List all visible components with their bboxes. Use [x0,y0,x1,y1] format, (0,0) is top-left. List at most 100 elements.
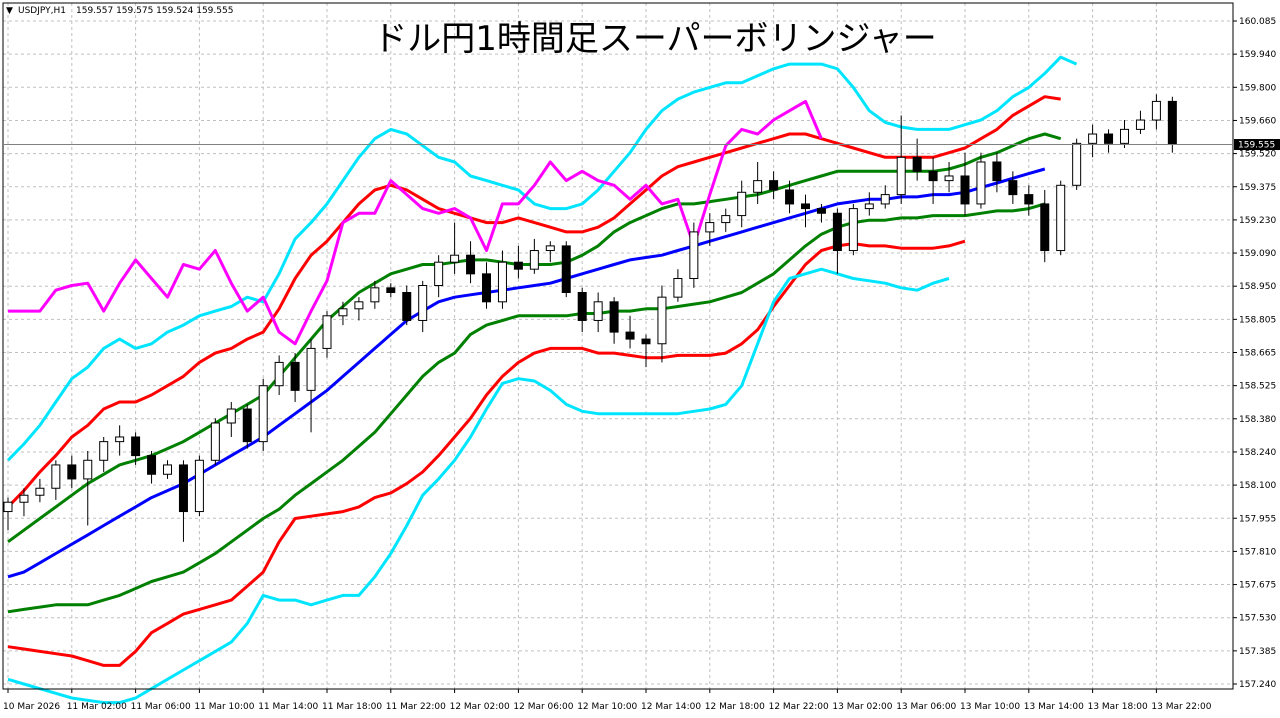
y-tick-label: 159.660 [1239,116,1276,126]
y-tick-label: 157.955 [1239,514,1276,524]
candle-body [896,156,906,196]
series-band2 [6,95,1061,508]
candle-body [593,301,603,321]
candle-body [928,170,938,182]
candle-body [210,422,220,461]
x-tick-label: 11 Mar 02:00 [67,702,127,712]
candle-body [1104,133,1114,144]
series-lagging [8,99,823,346]
candle-body [880,194,890,205]
y-tick-label: 158.665 [1239,349,1276,359]
y-tick-label: 159.090 [1239,249,1276,259]
candle-body [226,408,236,424]
candle-body [864,203,874,210]
y-tick-label: 158.950 [1239,282,1276,292]
y-axis: 160.085 159.940 159.800 159.660 159.520 159.3… [1233,17,1276,690]
y-tick-label: 157.385 [1239,647,1276,657]
series-band1_low [7,202,1046,614]
candle-body [1040,203,1050,252]
x-tick-label: 12 Mar 22:00 [769,702,829,712]
x-tick-label: 11 Mar 18:00 [322,702,382,712]
x-tick-label: 12 Mar 02:00 [450,702,510,712]
x-tick-label: 13 Mar 02:00 [832,702,892,712]
candle-body [370,287,380,303]
x-tick-label: 13 Mar 06:00 [896,702,956,712]
candle-body [466,254,476,275]
header-symbol: USDJPY,H1 [18,6,66,16]
current-price-label: 159.555 [1238,141,1275,151]
candle-body [354,301,364,310]
candle-body [274,361,284,387]
y-tick-label: 159.800 [1239,83,1276,93]
candle-body [131,436,141,457]
candle-body [290,361,300,391]
y-tick-label: 158.525 [1239,382,1276,392]
header-ohlc: 159.557 159.575 159.524 159.555 [76,6,233,16]
header-dropdown-icon[interactable]: ▼ [6,6,13,16]
candle-body [689,231,699,280]
candle-body [322,315,332,349]
candle-body [3,501,13,513]
candle-body [992,161,1002,182]
candle-body [801,203,810,210]
y-tick-label: 157.810 [1239,547,1276,557]
candle-body [147,455,157,475]
candle-body [51,464,61,489]
candle-body [960,175,970,205]
x-axis: 10 Mar 2026 11 Mar 02:00 11 Mar 06:00 11 Ma… [3,689,1212,712]
candle-body [785,189,795,205]
candle-body [816,208,826,214]
series-band3 [6,55,1078,462]
y-tick-label: 158.100 [1239,481,1276,491]
candle-body [482,273,491,303]
candle-body [338,308,348,317]
candle-body [1151,100,1161,121]
candle-body [418,285,428,321]
chart-title: ドル円1時間足スーパーボリンジャー [373,19,937,59]
candle-body [513,261,523,270]
x-tick-label: 12 Mar 10:00 [577,702,637,712]
candle-body [848,208,858,252]
candle-body [306,347,316,391]
x-tick-label: 12 Mar 14:00 [641,702,701,712]
candle-body [115,436,125,443]
y-tick-label: 157.530 [1239,614,1276,624]
candle-body [242,408,252,443]
x-tick-label: 13 Mar 14:00 [1024,702,1084,712]
x-tick-label: 11 Mar 10:00 [194,702,254,712]
x-tick-label: 13 Mar 10:00 [960,702,1020,712]
candle-body [1056,184,1066,252]
y-tick-label: 159.940 [1239,50,1276,60]
candle-body [1088,133,1098,144]
candle-body [1024,194,1034,205]
candle-body [673,278,683,298]
series-band3_low [7,267,950,705]
candle-body [609,301,619,333]
candle-body [35,487,45,496]
x-tick-label: 11 Mar 22:00 [386,702,446,712]
y-tick-label: 159.375 [1239,183,1276,193]
x-tick-label: 13 Mar 22:00 [1151,702,1211,712]
x-tick-label: 13 Mar 18:00 [1088,702,1148,712]
candle-body [258,385,268,443]
candle-body [99,441,109,461]
candle-body [625,331,635,340]
candle-body [561,245,571,293]
candle-body [67,464,77,480]
candle-body [450,254,460,263]
candle-body [497,261,507,303]
y-tick-label: 159.230 [1239,216,1276,226]
candle-body [545,245,555,252]
candle-body [1135,119,1145,130]
candle-body [1120,128,1129,144]
candle-body [721,215,731,224]
x-tick-label: 11 Mar 14:00 [258,702,318,712]
candle-body [434,261,444,287]
y-tick-label: 158.805 [1239,315,1276,325]
candle-body [912,156,922,172]
candle-body [1008,180,1018,196]
candle-body [386,287,396,293]
y-tick-label: 158.240 [1239,448,1276,458]
